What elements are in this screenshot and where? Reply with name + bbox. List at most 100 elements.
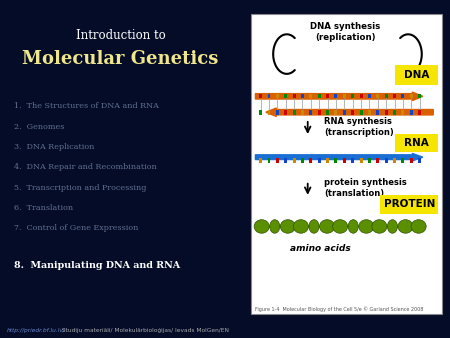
Ellipse shape: [411, 220, 426, 233]
Text: protein synthesis
(translation): protein synthesis (translation): [324, 178, 407, 198]
Text: Introduction to: Introduction to: [76, 29, 165, 42]
Text: 3.  DNA Replication: 3. DNA Replication: [14, 143, 95, 151]
Ellipse shape: [333, 220, 348, 233]
Bar: [268, 110, 270, 115]
Ellipse shape: [254, 220, 269, 233]
Bar: [259, 110, 262, 115]
Ellipse shape: [320, 220, 335, 233]
Text: amino acids: amino acids: [290, 244, 351, 253]
Bar: [351, 110, 354, 115]
Ellipse shape: [309, 220, 319, 233]
Bar: [351, 94, 354, 98]
Bar: [418, 110, 421, 115]
Bar: [284, 94, 287, 98]
Text: 5.  Transcription and Processing: 5. Transcription and Processing: [14, 184, 147, 192]
Text: 6.  Translation: 6. Translation: [14, 204, 73, 212]
FancyArrow shape: [256, 92, 423, 101]
Text: 7.  Control of Gene Expression: 7. Control of Gene Expression: [14, 224, 139, 232]
Bar: [351, 158, 354, 163]
Ellipse shape: [387, 220, 397, 233]
Bar: [368, 110, 371, 115]
Bar: [326, 94, 329, 98]
Bar: [301, 110, 304, 115]
Bar: [393, 94, 396, 98]
Ellipse shape: [293, 220, 308, 233]
Ellipse shape: [270, 220, 280, 233]
Bar: [276, 110, 279, 115]
Bar: [385, 158, 387, 163]
Bar: [259, 158, 262, 163]
Text: Molecular Genetics: Molecular Genetics: [22, 50, 219, 68]
Bar: [410, 110, 413, 115]
Bar: [418, 94, 421, 98]
Bar: [318, 158, 321, 163]
Ellipse shape: [359, 220, 374, 233]
Bar: [259, 94, 262, 98]
FancyBboxPatch shape: [251, 14, 441, 314]
Text: 2.  Genomes: 2. Genomes: [14, 123, 65, 131]
Bar: [368, 158, 371, 163]
Bar: [343, 158, 346, 163]
Bar: [310, 110, 312, 115]
Text: Studiju materiāli/ Molekulārbioloģijas/ Ievads MolGen/EN: Studiju materiāli/ Molekulārbioloģijas/ …: [60, 328, 229, 333]
Ellipse shape: [372, 220, 387, 233]
FancyArrow shape: [256, 153, 423, 161]
Bar: [343, 110, 346, 115]
Bar: [268, 94, 270, 98]
Bar: [418, 158, 421, 163]
Text: 1.  The Structures of DNA and RNA: 1. The Structures of DNA and RNA: [14, 102, 159, 111]
Bar: [334, 158, 338, 163]
Bar: [410, 94, 413, 98]
Bar: [318, 110, 321, 115]
Bar: [401, 110, 405, 115]
Bar: [334, 110, 338, 115]
Bar: [301, 158, 304, 163]
Bar: [292, 94, 296, 98]
Bar: [276, 94, 279, 98]
Text: Figure 1-4  Molecular Biology of the Cell 5/e © Garland Science 2008: Figure 1-4 Molecular Biology of the Cell…: [256, 307, 424, 312]
Text: 8.  Manipulating DNA and RNA: 8. Manipulating DNA and RNA: [14, 261, 180, 270]
Bar: [284, 158, 287, 163]
Bar: [401, 94, 405, 98]
Text: RNA synthesis
(transcription): RNA synthesis (transcription): [324, 117, 394, 137]
FancyBboxPatch shape: [395, 65, 438, 84]
Bar: [376, 158, 379, 163]
Bar: [385, 110, 387, 115]
Bar: [284, 110, 287, 115]
Text: DNA synthesis
(replication): DNA synthesis (replication): [310, 22, 381, 42]
Bar: [360, 158, 363, 163]
Text: DNA: DNA: [404, 70, 429, 80]
Bar: [393, 110, 396, 115]
Bar: [343, 94, 346, 98]
FancyBboxPatch shape: [395, 134, 438, 152]
Ellipse shape: [348, 220, 358, 233]
Bar: [292, 158, 296, 163]
Ellipse shape: [280, 220, 295, 233]
Bar: [268, 158, 270, 163]
Text: http://priedr.bf.lu.lv/: http://priedr.bf.lu.lv/: [7, 328, 66, 333]
FancyBboxPatch shape: [380, 195, 438, 214]
FancyArrow shape: [266, 108, 433, 116]
Ellipse shape: [398, 220, 413, 233]
Bar: [385, 94, 387, 98]
Bar: [310, 158, 312, 163]
Bar: [376, 110, 379, 115]
Bar: [401, 158, 405, 163]
Bar: [393, 158, 396, 163]
Bar: [376, 94, 379, 98]
Bar: [360, 94, 363, 98]
Text: PROTEIN: PROTEIN: [383, 199, 435, 209]
Bar: [276, 158, 279, 163]
Bar: [292, 110, 296, 115]
Bar: [301, 94, 304, 98]
Text: 4.  DNA Repair and Recombination: 4. DNA Repair and Recombination: [14, 163, 157, 171]
Text: RNA: RNA: [404, 138, 429, 148]
Bar: [368, 94, 371, 98]
Bar: [326, 158, 329, 163]
Bar: [334, 94, 338, 98]
Bar: [410, 158, 413, 163]
Bar: [310, 94, 312, 98]
Bar: [360, 110, 363, 115]
Bar: [326, 110, 329, 115]
Bar: [318, 94, 321, 98]
